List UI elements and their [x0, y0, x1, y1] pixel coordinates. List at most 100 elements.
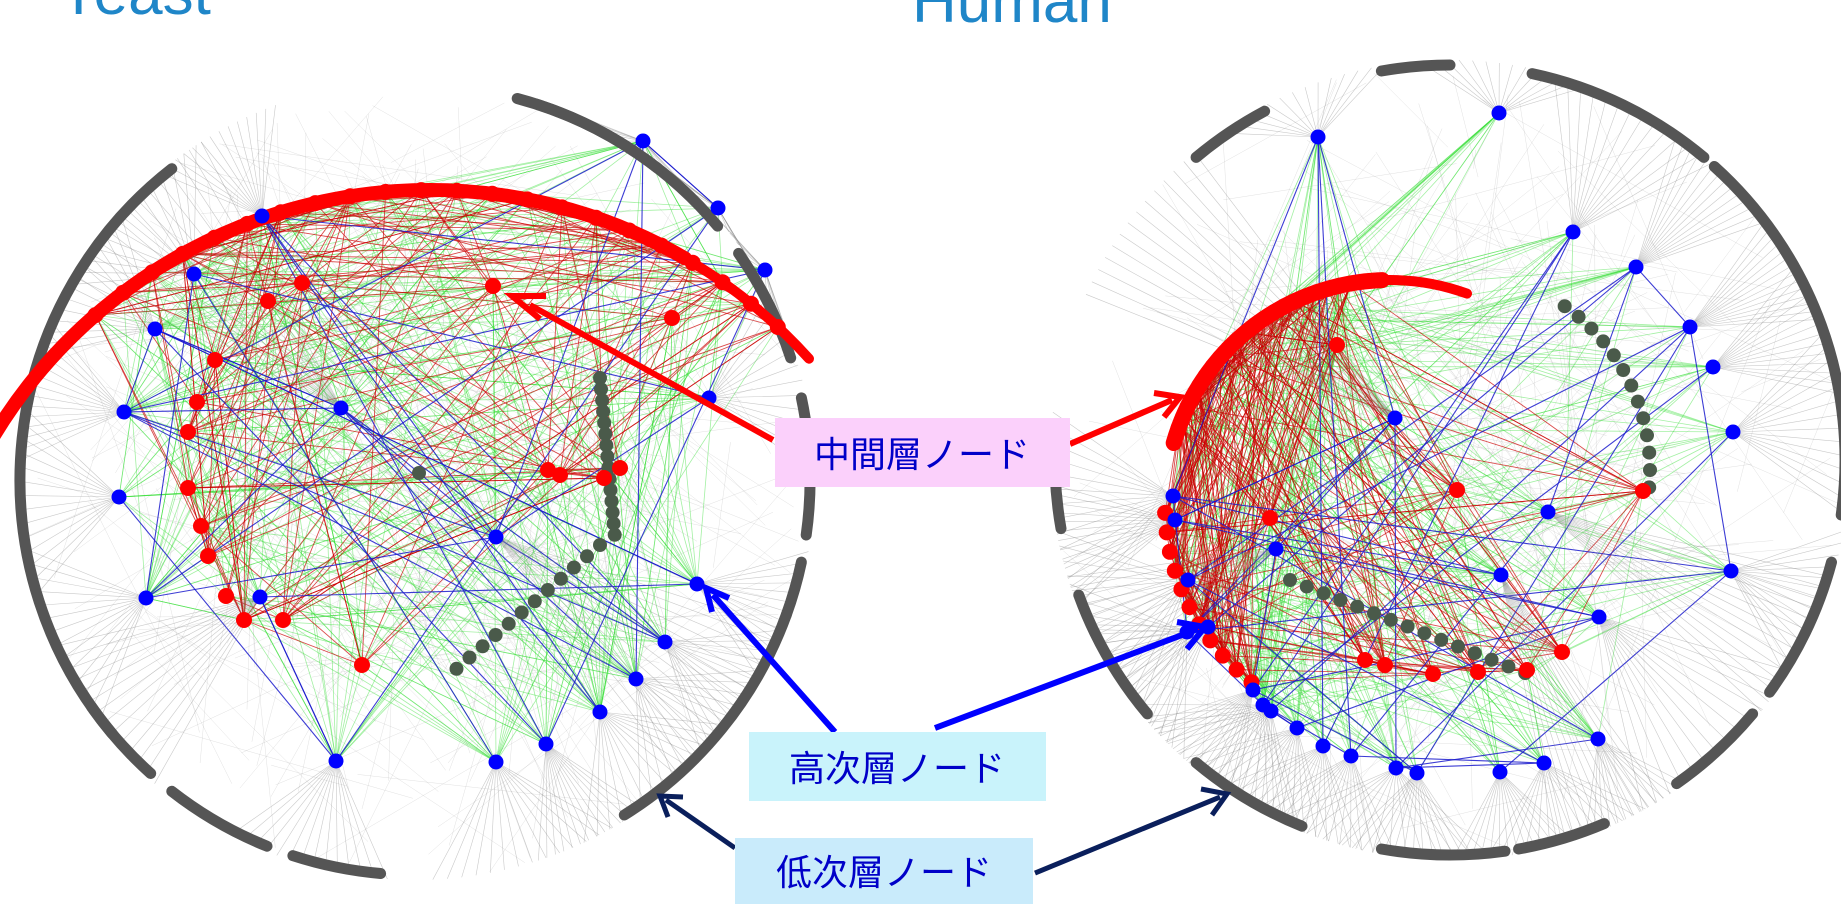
middle-high-edge — [1336, 344, 1549, 513]
fan-edge — [1235, 710, 1272, 798]
middle-layer-node — [200, 548, 216, 564]
middle-layer-node — [1342, 275, 1359, 292]
background-edge — [137, 468, 200, 733]
high-layer-node — [1289, 720, 1305, 736]
background-edge — [1684, 217, 1755, 312]
low-layer-node-arc — [780, 556, 807, 621]
middle-high-edge — [1305, 296, 1600, 618]
fan-edge — [1689, 246, 1789, 328]
fan-edge — [1139, 579, 1189, 713]
fan-edge — [545, 743, 644, 809]
fan-edge — [1143, 704, 1264, 718]
fan-edge — [51, 597, 147, 648]
fan-edge — [1472, 60, 1500, 114]
middle-middle-edge — [225, 595, 284, 621]
fan-edge — [44, 328, 125, 413]
middle-high-edge — [282, 583, 698, 621]
low-layer-node — [1584, 321, 1599, 336]
fan-edge — [1322, 745, 1327, 841]
background-edge — [1620, 199, 1639, 258]
fan-edge — [708, 306, 776, 399]
middle-high-edge — [145, 597, 245, 621]
background-edge — [1263, 734, 1638, 754]
high-high-edge — [193, 273, 497, 763]
low-layer-node — [1467, 646, 1482, 661]
fan-edge — [253, 760, 337, 847]
fan-edge — [635, 678, 641, 811]
low-layer-node — [1484, 652, 1499, 667]
middle-middle-edge — [187, 300, 269, 489]
middle-layer-node — [342, 188, 359, 205]
fan-edge — [1395, 767, 1424, 860]
background-edge — [246, 613, 251, 710]
middle-high-edge — [492, 285, 601, 713]
middle-high-edge — [152, 271, 698, 585]
middle-middle-edge — [1209, 332, 1246, 641]
fan-edge — [708, 320, 783, 399]
fan-edge — [1200, 710, 1272, 773]
fan-edge — [1547, 511, 1769, 703]
high-layer-node — [1343, 748, 1359, 764]
fan-edge — [1262, 704, 1269, 817]
background-edge — [366, 116, 542, 736]
background-edge — [361, 602, 417, 809]
middle-high-edge — [492, 285, 547, 745]
background-edge — [1536, 176, 1657, 325]
fan-edge — [1056, 519, 1176, 532]
middle-high-edge — [1432, 673, 1545, 764]
middle-middle-edge — [1189, 332, 1246, 608]
fan-edge — [1712, 301, 1818, 368]
fan-edge — [1732, 431, 1841, 513]
middle-high-edge — [187, 487, 547, 745]
fan-edge — [1543, 762, 1612, 827]
fan-edge — [25, 496, 120, 571]
background-edge — [508, 511, 533, 775]
middle-middle-edge — [301, 282, 673, 319]
middle-middle-edge — [1187, 406, 1479, 673]
background-edge — [1281, 285, 1391, 777]
fan-edge — [1262, 704, 1284, 824]
fan-edge — [596, 711, 601, 837]
low-layer-node — [593, 538, 607, 552]
fan-edge — [1059, 545, 1189, 581]
middle-high-edge — [267, 300, 497, 538]
fan-edge — [26, 576, 147, 599]
fan-edge — [1096, 579, 1189, 648]
middle-high-edge — [1642, 490, 1732, 572]
fan-edge — [1292, 92, 1319, 138]
low-layer-node — [1557, 299, 1572, 314]
middle-middle-edge — [187, 212, 282, 433]
middle-high-edge — [599, 245, 662, 713]
middle-middle-edge — [182, 253, 549, 471]
fan-edge — [1250, 745, 1324, 807]
middle-high-edge — [207, 407, 342, 557]
background-edge — [343, 121, 532, 192]
fan-edge — [40, 597, 147, 620]
background-edge — [1546, 220, 1619, 792]
fan-edge — [495, 536, 682, 779]
high-high-edge — [1296, 616, 1600, 729]
background-edge — [1625, 540, 1774, 554]
middle-middle-edge — [123, 282, 303, 294]
fan-edge — [1064, 519, 1176, 569]
fan-edge — [1279, 97, 1319, 138]
high-layer-node — [147, 321, 163, 337]
fan-edge — [1085, 294, 1396, 419]
fan-edge — [696, 583, 799, 594]
middle-layer-node — [1228, 661, 1245, 678]
background-edge — [247, 256, 569, 818]
background-edge — [297, 185, 426, 792]
fan-edge — [1732, 431, 1841, 483]
fan-edge — [670, 172, 719, 209]
fan-edge — [1395, 767, 1459, 861]
background-edge — [129, 630, 250, 761]
high-high-edge — [1252, 689, 1418, 774]
background-edge — [1603, 498, 1711, 727]
low-layer-node — [1643, 463, 1657, 477]
middle-layer-node — [769, 319, 786, 335]
high-layer-node — [1315, 738, 1331, 754]
low-layer-node — [462, 650, 477, 665]
middle-layer-node — [193, 518, 209, 534]
fan-edge — [696, 561, 807, 585]
fan-edge — [200, 141, 263, 217]
